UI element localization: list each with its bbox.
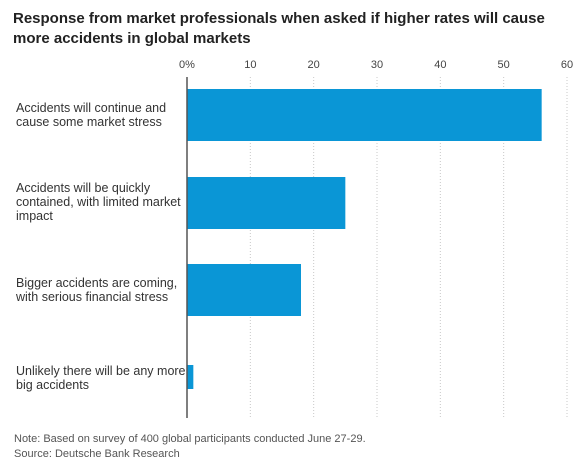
chart-note: Note: Based on survey of 400 global part…	[14, 433, 366, 445]
category-label: Accidents will continue and cause some m…	[16, 101, 167, 129]
tick-label: 0%	[179, 59, 195, 71]
tick-label: 50	[498, 59, 510, 71]
bar	[187, 89, 542, 141]
category-label: Unlikely there will be any more big acci…	[16, 364, 186, 392]
bar	[187, 365, 194, 389]
tick-label: 10	[244, 59, 256, 71]
chart-source: Source: Deutsche Bank Research	[14, 448, 180, 460]
category-label: Bigger accidents are coming, with seriou…	[16, 276, 178, 304]
category-label: Accidents will be quickly contained, wit…	[16, 181, 181, 223]
tick-label: 40	[434, 59, 446, 71]
tick-label: 30	[371, 59, 383, 71]
bar	[187, 264, 301, 316]
bar	[187, 177, 346, 229]
chart-title: Response from market professionals when …	[13, 10, 545, 47]
tick-label: 60	[561, 59, 573, 71]
tick-label: 20	[308, 59, 320, 71]
